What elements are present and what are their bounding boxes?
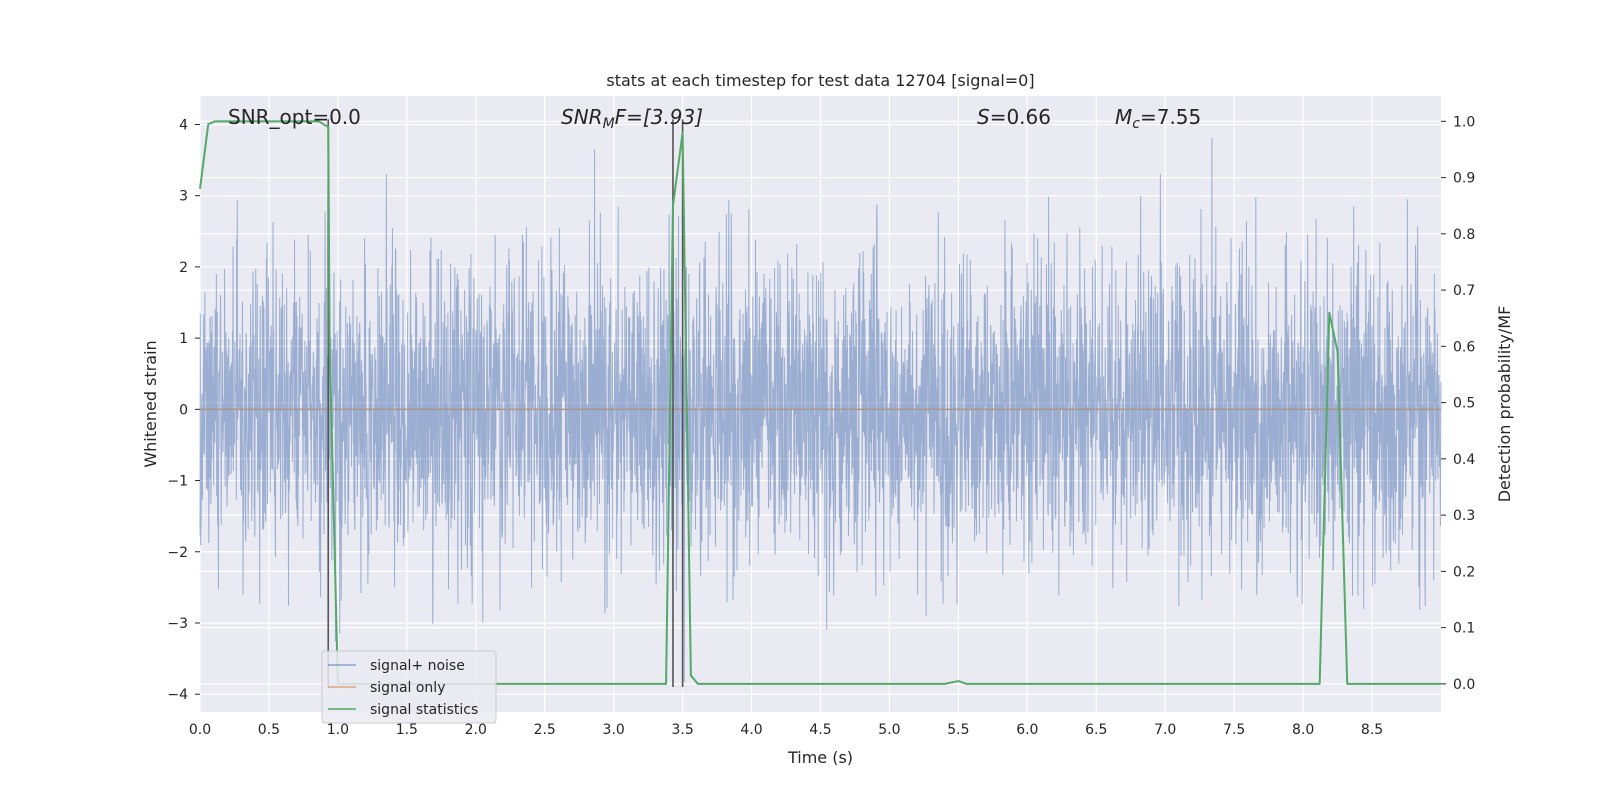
legend-box — [321, 650, 497, 724]
x-tick-label: 5.0 — [878, 722, 900, 738]
annotation-s-value: =0.66 — [990, 105, 1051, 129]
tick-labels: 0.0 0.5 1.0 1.5 2.0 2.5 3.0 3.5 4.0 4.5 5.0 5.5 6.0 6… — [167, 114, 1475, 738]
y-right-tick-label: 0.6 — [1453, 339, 1475, 355]
series-signal-noise — [199, 137, 1442, 682]
x-tick-label: 4.5 — [809, 722, 831, 738]
signal-noise-line — [199, 137, 1442, 682]
x-tick-label: 2.5 — [534, 722, 556, 738]
y-tick-label: −4 — [167, 687, 188, 703]
x-tick-label: 0.5 — [258, 722, 280, 738]
x-tick-label: 6.5 — [1085, 722, 1107, 738]
x-tick-label: 2.0 — [465, 722, 487, 738]
annotation-snr-mf: SNRMF=[3.93] — [561, 105, 703, 132]
annotation-mc-value: =7.55 — [1140, 105, 1201, 129]
x-tick-label: 3.0 — [603, 722, 625, 738]
y-right-tick-label: 0.9 — [1453, 171, 1475, 187]
signal-statistics-line — [199, 120, 1441, 685]
x-tick-label: 8.5 — [1361, 722, 1383, 738]
x-tick-label: 8.0 — [1292, 722, 1314, 738]
y-tick-label: 4 — [179, 117, 188, 133]
y-right-tick-label: 1.0 — [1453, 114, 1475, 130]
x-tick-label: 0.0 — [189, 722, 211, 738]
y-right-tick-label: 0.8 — [1453, 227, 1475, 243]
y-tick-label: 1 — [179, 331, 188, 347]
y-axis-right-label: Detection probability/MF — [1495, 306, 1514, 503]
y-right-tick-label: 0.4 — [1453, 452, 1475, 468]
x-tick-label: 7.0 — [1154, 722, 1176, 738]
annotation-snr-opt: SNR_opt=0.0 — [228, 105, 361, 129]
annotation-s-var: S — [977, 105, 990, 129]
annotation-snr-mf-sub: M — [603, 116, 615, 132]
y-tick-label: 3 — [179, 189, 188, 205]
x-tick-label: 7.5 — [1223, 722, 1245, 738]
y-right-tick-label: 0.5 — [1453, 396, 1475, 412]
x-axis-label: Time (s) — [787, 748, 853, 767]
annotation-s: S=0.66 — [977, 105, 1051, 129]
y-tick-label: −3 — [167, 616, 188, 632]
x-tick-label: 6.0 — [1016, 722, 1038, 738]
y-right-tick-label: 0.2 — [1453, 564, 1475, 580]
annotation-mc-var: M — [1115, 105, 1132, 129]
legend: signal+ noise signal only signal statist… — [321, 650, 497, 724]
y-tick-label: 0 — [179, 402, 188, 418]
x-tick-label: 5.5 — [947, 722, 969, 738]
y-axis-label: Whitened strain — [141, 340, 160, 467]
chart-title: stats at each timestep for test data 127… — [606, 71, 1034, 90]
legend-label-signal-only: signal only — [370, 680, 445, 696]
y-tick-label: −2 — [167, 545, 188, 561]
legend-label-signal-statistics: signal statistics — [370, 702, 478, 718]
x-tick-label: 1.0 — [327, 722, 349, 738]
x-tick-label: 4.0 — [740, 722, 762, 738]
legend-label-signal-noise: signal+ noise — [370, 658, 465, 674]
annotation-mc-sub: c — [1132, 116, 1140, 132]
y-tick-label: −1 — [167, 474, 188, 490]
y-right-tick-label: 0.0 — [1453, 677, 1475, 693]
y-right-tick-label: 0.7 — [1453, 283, 1475, 299]
y-right-tick-label: 0.3 — [1453, 508, 1475, 524]
series-signal-statistics — [199, 120, 1441, 685]
x-tick-label: 3.5 — [671, 722, 693, 738]
y-tick-label: 2 — [179, 260, 188, 276]
annotation-snr-mf-value: F=[3.93] — [615, 105, 703, 129]
y-right-tick-label: 0.1 — [1453, 621, 1475, 637]
x-tick-label: 1.5 — [396, 722, 418, 738]
annotation-snr-mf-var: SNR — [561, 105, 603, 129]
annotation-mc: Mc=7.55 — [1115, 105, 1201, 132]
